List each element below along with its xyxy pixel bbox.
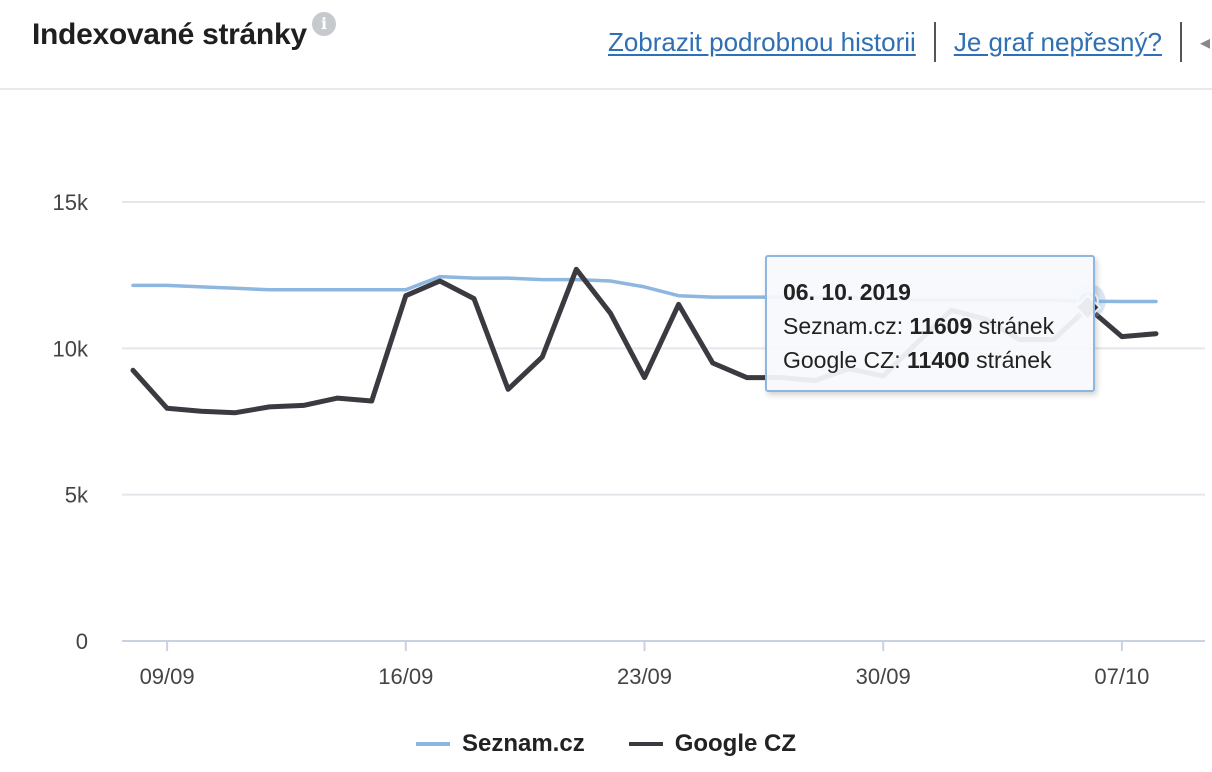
tooltip-seznam-value: 11609 <box>909 313 973 339</box>
truncated-menu-icon[interactable]: ◂ <box>1199 31 1210 54</box>
tooltip-seznam-unit: stránek <box>978 313 1055 339</box>
tooltip-seznam-label: Seznam.cz: <box>783 313 904 339</box>
legend-label-seznam: Seznam.cz <box>461 730 585 757</box>
page-title: Indexované stránky <box>32 18 307 51</box>
page-header: Indexované stránky i Zobrazit podrobnou … <box>0 0 1212 90</box>
legend-swatch-seznam <box>415 742 450 746</box>
x-tick-label: 23/09 <box>617 664 672 689</box>
x-tick-label: 16/09 <box>378 664 433 689</box>
legend-item-seznam[interactable]: Seznam.cz <box>415 730 585 758</box>
x-tick-label: 07/10 <box>1094 664 1149 689</box>
tooltip-google-value: 11400 <box>907 347 970 373</box>
link-divider <box>1179 22 1182 62</box>
info-icon[interactable]: i <box>312 12 336 36</box>
tooltip-google-row: Google CZ: 11400 stránek <box>783 343 1077 377</box>
history-link[interactable]: Zobrazit podrobnou historii <box>607 26 916 57</box>
chart-tooltip: 06. 10. 2019 Seznam.cz: 11609 stránek Go… <box>765 255 1095 392</box>
tooltip-google-unit: stránek <box>976 347 1052 373</box>
x-tick-label: 09/09 <box>140 664 195 689</box>
link-divider <box>933 22 936 62</box>
tooltip-google-label: Google CZ: <box>783 347 901 373</box>
legend-item-google[interactable]: Google CZ <box>628 730 797 758</box>
y-tick-label: 5k <box>65 483 89 508</box>
y-tick-label: 0 <box>76 629 88 654</box>
tooltip-seznam-row: Seznam.cz: 11609 stránek <box>783 309 1077 343</box>
tooltip-date: 06. 10. 2019 <box>783 279 911 305</box>
line-chart: 0 5k 10k 15k 09/09 16/09 23/09 30/09 07/10 <box>53 190 1205 689</box>
x-tick-label: 30/09 <box>856 664 911 689</box>
y-tick-label: 10k <box>53 336 89 361</box>
y-tick-label: 15k <box>53 190 89 215</box>
inaccurate-chart-link[interactable]: Je graf nepřesný? <box>953 26 1162 57</box>
header-links: Zobrazit podrobnou historii Je graf nepř… <box>608 22 1212 62</box>
legend-label-google: Google CZ <box>674 730 797 757</box>
chart-legend: Seznam.cz Google CZ <box>0 730 1212 758</box>
legend-swatch-google <box>628 742 663 746</box>
